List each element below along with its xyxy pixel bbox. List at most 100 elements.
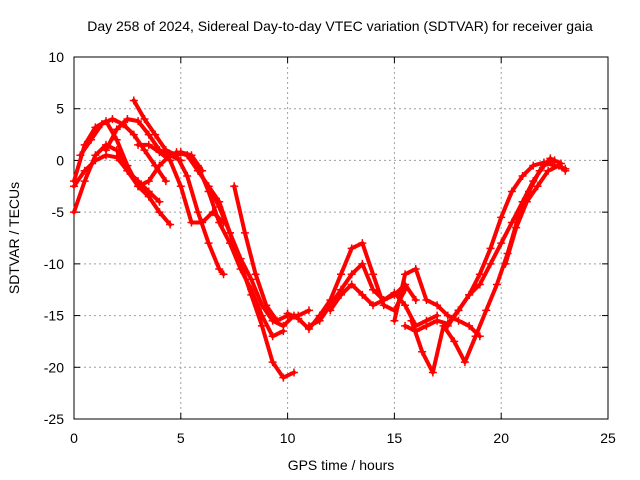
data-point <box>454 316 463 325</box>
data-point <box>183 151 192 160</box>
data-point <box>390 316 399 325</box>
data-point <box>294 314 303 323</box>
series-track-3 <box>70 151 185 191</box>
data-point <box>486 244 495 253</box>
y-tick-label: -5 <box>52 204 65 220</box>
data-point <box>379 296 388 305</box>
series-track-11 <box>230 182 313 325</box>
data-point <box>112 146 121 155</box>
data-point <box>215 218 224 227</box>
data-point <box>193 208 202 217</box>
data-point <box>134 182 143 191</box>
data-point <box>358 259 367 268</box>
data-point <box>76 151 85 160</box>
x-tick-label: 0 <box>70 430 78 446</box>
data-point <box>561 166 570 175</box>
data-point <box>518 171 527 180</box>
data-point <box>539 161 548 170</box>
y-tick-label: -15 <box>44 308 64 324</box>
data-point <box>471 332 480 341</box>
data-point <box>247 275 256 284</box>
data-point <box>80 166 89 175</box>
data-point <box>236 265 245 274</box>
data-point <box>326 306 335 315</box>
data-point <box>129 96 138 105</box>
data-point <box>70 208 78 217</box>
data-point <box>123 166 132 175</box>
data-point <box>204 182 213 191</box>
x-tick-label: 15 <box>387 430 403 446</box>
data-point <box>550 156 559 165</box>
data-point <box>512 223 521 232</box>
plot-frame <box>73 56 609 420</box>
data-point <box>475 270 484 279</box>
data-point <box>465 290 474 299</box>
series-line <box>131 98 226 277</box>
data-point <box>97 120 106 129</box>
series-line <box>403 160 568 334</box>
data-point <box>482 306 491 315</box>
data-point <box>279 321 288 330</box>
data-point <box>486 259 495 268</box>
series-track-15 <box>390 265 484 341</box>
data-point <box>401 321 410 330</box>
data-point <box>91 156 100 165</box>
data-point <box>533 182 542 191</box>
data-point <box>315 316 324 325</box>
data-point <box>358 239 367 248</box>
y-tick-label: -20 <box>44 359 64 375</box>
y-tick-label: -10 <box>44 256 64 272</box>
data-point <box>554 161 563 170</box>
x-tick-label: 5 <box>177 430 185 446</box>
data-point <box>155 148 164 157</box>
data-point <box>166 156 175 165</box>
data-point <box>337 270 345 279</box>
data-point <box>183 171 192 180</box>
data-point <box>215 202 224 211</box>
data-point <box>497 213 506 222</box>
data-point <box>283 309 292 318</box>
data-point <box>87 135 96 144</box>
data-point <box>151 161 160 170</box>
data-point <box>411 296 420 305</box>
x-tick-label: 10 <box>280 430 296 446</box>
data-point <box>236 254 245 263</box>
data-point <box>144 187 153 196</box>
data-point <box>443 311 452 320</box>
data-point <box>161 177 170 186</box>
data-point <box>172 148 181 157</box>
data-point <box>433 316 442 325</box>
data-point <box>428 368 437 377</box>
data-point <box>198 218 207 227</box>
data-point <box>268 358 277 367</box>
data-point <box>102 146 111 155</box>
data-point <box>304 306 313 315</box>
data-point <box>187 218 196 227</box>
data-point <box>204 239 213 248</box>
data-point <box>465 321 474 330</box>
x-tick-label: 20 <box>493 430 509 446</box>
data-point <box>176 182 185 191</box>
y-tick-label: 0 <box>56 152 64 168</box>
data-point <box>80 177 89 186</box>
y-tick-label: -25 <box>44 411 64 427</box>
data-point <box>337 290 345 299</box>
data-point <box>369 270 378 279</box>
series-track-9 <box>183 151 288 341</box>
x-tick-label: 25 <box>600 430 616 446</box>
data-point <box>268 332 277 341</box>
data-point <box>418 347 427 356</box>
data-point <box>134 117 143 126</box>
data-point <box>501 259 510 268</box>
data-point <box>497 239 506 248</box>
data-point <box>475 280 484 289</box>
data-point <box>347 270 356 279</box>
data-point <box>347 280 356 289</box>
data-point <box>544 166 553 175</box>
data-point <box>193 161 202 170</box>
data-point <box>407 316 416 325</box>
data-point <box>112 125 121 134</box>
data-point <box>507 187 516 196</box>
